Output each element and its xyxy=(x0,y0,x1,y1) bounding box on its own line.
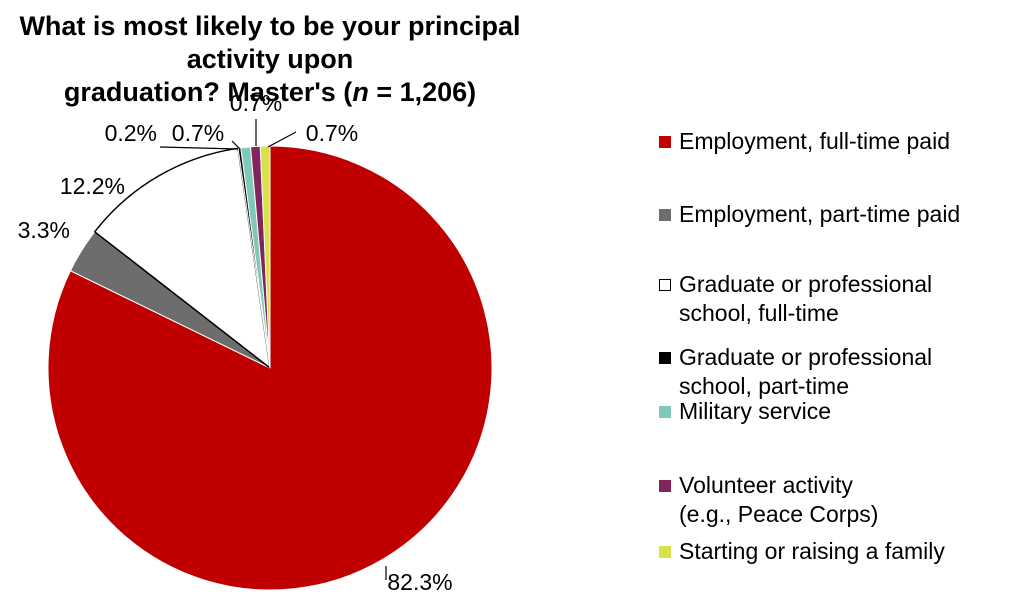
legend-label: Starting or raising a family xyxy=(679,538,945,564)
data-label: 12.2% xyxy=(60,173,125,199)
legend-swatch xyxy=(659,352,671,364)
leader-line xyxy=(267,131,297,148)
leader-line xyxy=(231,140,241,150)
data-label: 0.7% xyxy=(306,120,358,146)
pie-slice xyxy=(93,147,271,369)
title-suffix: = 1,206) xyxy=(368,77,477,107)
data-label: 3.3% xyxy=(18,217,70,243)
data-label: 0.7% xyxy=(172,120,224,146)
data-labels: 82.3%3.3%12.2%0.2% 0.7%0.7%0.7% xyxy=(18,90,453,595)
legend-label: Military service xyxy=(679,398,832,424)
leader-lines xyxy=(159,119,387,580)
chart-title-line-2: graduation? Master's (n = 1,206) xyxy=(0,76,540,109)
title-n-symbol: n xyxy=(352,77,369,107)
leader-line xyxy=(159,146,239,150)
legend-label: Volunteer activity (e.g., Peace Corps) xyxy=(679,472,879,527)
legend-swatch xyxy=(659,279,671,291)
legend-swatch xyxy=(659,209,671,221)
legend-label: Graduate or professional school, part-ti… xyxy=(679,344,933,399)
pie-slices xyxy=(47,145,493,591)
legend-swatch xyxy=(659,480,671,492)
legend-swatch xyxy=(659,406,671,418)
title-prefix: graduation? Master's ( xyxy=(63,77,353,107)
chart-title: What is most likely to be your principal… xyxy=(0,10,540,109)
data-label: 0.2% xyxy=(105,120,157,146)
data-label: 0.7% xyxy=(230,90,282,116)
legend-label: Employment, part-time paid xyxy=(679,201,961,227)
legend-label: Graduate or professional school, full-ti… xyxy=(679,271,933,326)
legend-label: Employment, full-time paid xyxy=(679,128,950,154)
chart-title-line-1: What is most likely to be your principal… xyxy=(19,11,521,74)
legend-swatch xyxy=(659,546,671,558)
legend-swatch xyxy=(659,136,671,148)
pie-slice xyxy=(47,145,493,591)
data-label: 82.3% xyxy=(387,569,452,595)
